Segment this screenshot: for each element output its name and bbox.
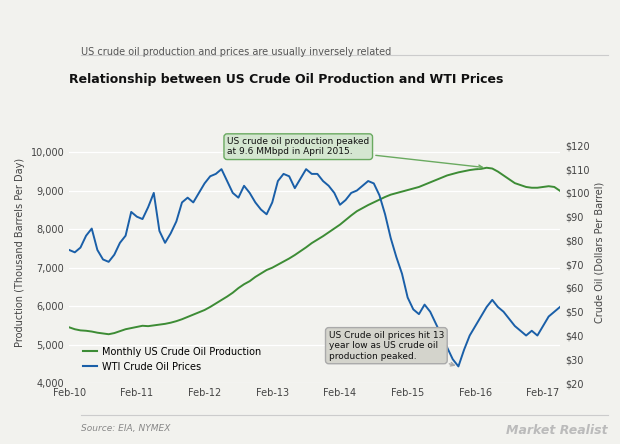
Legend: Monthly US Crude Oil Production, WTI Crude Oil Prices: Monthly US Crude Oil Production, WTI Cru… bbox=[79, 343, 265, 376]
Text: US crude oil production and prices are usually inversely related: US crude oil production and prices are u… bbox=[81, 47, 391, 57]
Y-axis label: Crude Oil (Dollars Per Barrel): Crude Oil (Dollars Per Barrel) bbox=[595, 182, 605, 323]
Text: Market Realist: Market Realist bbox=[506, 424, 608, 437]
Text: Source: EIA, NYMEX: Source: EIA, NYMEX bbox=[81, 424, 170, 433]
Text: US crude oil production peaked
at 9.6 MMbpd in April 2015.: US crude oil production peaked at 9.6 MM… bbox=[227, 137, 482, 169]
Text: US Crude oil prices near
20 month high.: US Crude oil prices near 20 month high. bbox=[0, 443, 1, 444]
Text: US Crude oil prices hit 13
year low as US crude oil
production peaked.: US Crude oil prices hit 13 year low as U… bbox=[329, 331, 454, 366]
Text: US crude oil production
recovering due to
recovery in oil prices.: US crude oil production recovering due t… bbox=[0, 443, 1, 444]
Y-axis label: Production (Thousand Barrels Per Day): Production (Thousand Barrels Per Day) bbox=[15, 158, 25, 347]
Text: Relationship between US Crude Oil Production and WTI Prices: Relationship between US Crude Oil Produc… bbox=[69, 73, 503, 86]
